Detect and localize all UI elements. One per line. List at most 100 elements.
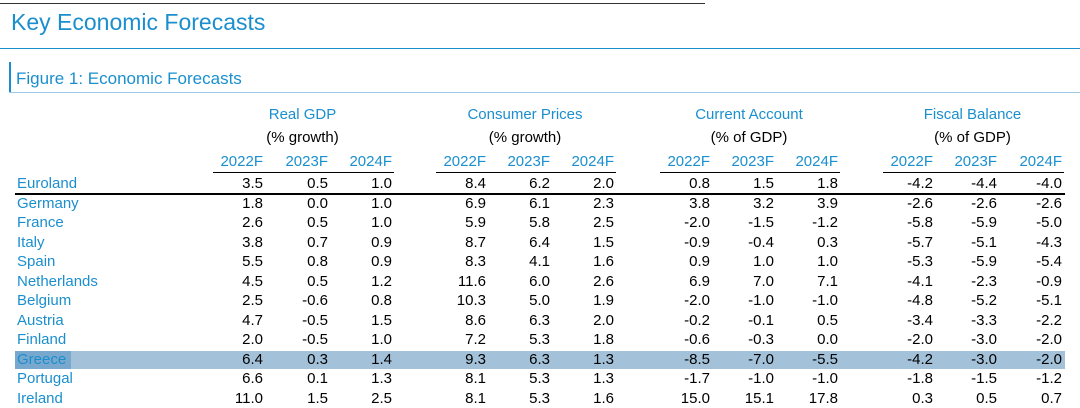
row-label: Germany bbox=[17, 194, 79, 212]
cell-value: 7.0 bbox=[753, 272, 774, 290]
figure-rule bbox=[9, 92, 1080, 93]
cell-value: 0.0 bbox=[307, 194, 328, 212]
cell-value: 3.8 bbox=[689, 194, 710, 212]
cell-value: 4.7 bbox=[242, 311, 263, 329]
cell-value: -2.2 bbox=[1036, 311, 1062, 329]
cell-value: 6.9 bbox=[465, 194, 486, 212]
cell-value: 6.9 bbox=[689, 272, 710, 290]
cell-value: 5.9 bbox=[465, 214, 486, 231]
row-label: France bbox=[17, 214, 64, 231]
cell-value: 6.1 bbox=[529, 194, 550, 212]
cell-value: 1.4 bbox=[371, 350, 392, 368]
cell-value: 0.3 bbox=[912, 389, 933, 407]
year-header: 2023F bbox=[954, 153, 997, 170]
cell-value: 10.3 bbox=[456, 292, 486, 309]
cell-value: 0.3 bbox=[817, 233, 838, 251]
cell-value: -7.0 bbox=[748, 350, 774, 368]
row-label: Spain bbox=[17, 253, 56, 270]
group-unit: (% growth) bbox=[266, 129, 339, 146]
cell-value: -2.0 bbox=[684, 214, 710, 231]
cell-value: -2.0 bbox=[1036, 350, 1062, 368]
cell-value: 6.2 bbox=[529, 175, 550, 192]
cell-value: 1.3 bbox=[593, 350, 614, 368]
cell-value: 1.8 bbox=[817, 175, 838, 192]
cell-value: 0.5 bbox=[307, 272, 328, 290]
year-header: 2022F bbox=[667, 153, 710, 170]
cell-value: 5.0 bbox=[529, 292, 550, 309]
cell-value: -5.5 bbox=[812, 350, 838, 368]
cell-value: 0.1 bbox=[307, 370, 328, 387]
cell-value: 8.4 bbox=[465, 175, 486, 192]
cell-value: -2.3 bbox=[971, 272, 997, 290]
cell-value: 0.9 bbox=[371, 233, 392, 251]
row-label: Portugal bbox=[17, 370, 73, 387]
cell-value: -5.7 bbox=[907, 233, 933, 251]
cell-value: -2.0 bbox=[1036, 331, 1062, 348]
page-title: Key Economic Forecasts bbox=[11, 9, 266, 35]
cell-value: -3.3 bbox=[971, 311, 997, 329]
cell-value: 1.5 bbox=[753, 175, 774, 192]
year-header: 2022F bbox=[443, 153, 486, 170]
cell-value: 1.5 bbox=[593, 233, 614, 251]
cell-value: 5.3 bbox=[529, 331, 550, 348]
cell-value: 1.3 bbox=[593, 370, 614, 387]
row-label: Finland bbox=[17, 331, 67, 348]
title-rule bbox=[0, 48, 1080, 49]
cell-value: -0.5 bbox=[302, 331, 328, 348]
group-unit: (% of GDP) bbox=[710, 129, 788, 146]
cell-value: 15.1 bbox=[744, 389, 774, 407]
cell-value: 0.7 bbox=[1041, 389, 1062, 407]
cell-value: -0.2 bbox=[684, 311, 710, 329]
group-unit: (% growth) bbox=[488, 129, 562, 146]
cell-value: 1.3 bbox=[371, 370, 392, 387]
cell-value: -1.0 bbox=[748, 370, 774, 387]
cell-value: 0.8 bbox=[689, 175, 710, 192]
cell-value: -3.0 bbox=[971, 331, 997, 348]
cell-value: -2.6 bbox=[971, 194, 997, 212]
cell-value: 6.4 bbox=[242, 350, 263, 368]
cell-value: 6.6 bbox=[242, 370, 263, 387]
cell-value: -5.9 bbox=[971, 214, 997, 231]
cell-value: 2.0 bbox=[242, 331, 263, 348]
cell-value: 5.8 bbox=[529, 214, 550, 231]
cell-value: -4.3 bbox=[1036, 233, 1062, 251]
cell-value: 2.0 bbox=[593, 311, 614, 329]
cell-value: -0.6 bbox=[302, 292, 328, 309]
group-title: Current Account bbox=[695, 106, 803, 123]
cell-value: -2.6 bbox=[1036, 194, 1062, 212]
cell-value: 4.1 bbox=[529, 253, 550, 270]
cell-value: -0.6 bbox=[684, 331, 710, 348]
cell-value: 0.7 bbox=[307, 233, 328, 251]
cell-value: 15.0 bbox=[680, 389, 710, 407]
year-header: 2023F bbox=[285, 153, 328, 170]
cell-value: -5.9 bbox=[971, 253, 997, 270]
cell-value: 1.0 bbox=[371, 175, 392, 192]
cell-value: 3.8 bbox=[242, 233, 263, 251]
cell-value: 8.7 bbox=[465, 233, 486, 251]
cell-value: 6.3 bbox=[529, 350, 550, 368]
cell-value: -1.2 bbox=[1036, 370, 1062, 387]
cell-value: 2.0 bbox=[593, 175, 614, 192]
cell-value: -4.2 bbox=[907, 175, 933, 192]
year-rule bbox=[883, 172, 1064, 173]
cell-value: -3.0 bbox=[971, 350, 997, 368]
year-header: 2022F bbox=[220, 153, 263, 170]
year-rule bbox=[213, 172, 394, 173]
year-rule bbox=[436, 172, 616, 173]
cell-value: -1.8 bbox=[907, 370, 933, 387]
cell-value: -2.0 bbox=[684, 292, 710, 309]
cell-value: 8.3 bbox=[465, 253, 486, 270]
cell-value: 9.3 bbox=[465, 350, 486, 368]
cell-value: 0.9 bbox=[371, 253, 392, 270]
cell-value: 0.8 bbox=[307, 253, 328, 270]
cell-value: 7.1 bbox=[817, 272, 838, 290]
cell-value: 5.3 bbox=[529, 370, 550, 387]
cell-value: 1.8 bbox=[242, 194, 263, 212]
cell-value: 1.6 bbox=[593, 389, 614, 407]
cell-value: -3.4 bbox=[907, 311, 933, 329]
cell-value: -0.3 bbox=[748, 331, 774, 348]
cell-value: 6.0 bbox=[529, 272, 550, 290]
row-label: Belgium bbox=[17, 292, 72, 309]
cell-value: -4.4 bbox=[971, 175, 997, 192]
year-header: 2024F bbox=[571, 153, 614, 170]
